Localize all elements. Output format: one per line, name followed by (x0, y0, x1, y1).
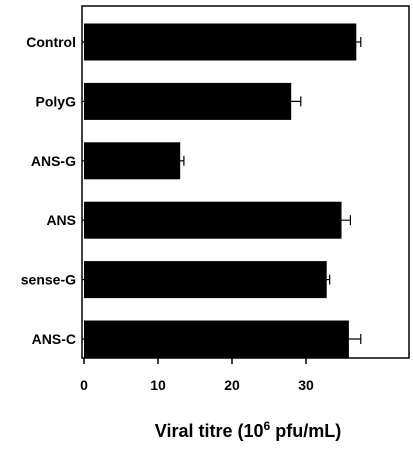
x-axis-title-prefix: Viral titre (10 (155, 421, 264, 441)
bars-layer (84, 23, 362, 358)
bar-ans-g (84, 142, 181, 180)
category-labels: Control PolyG ANS-G ANS sense-G ANS-C (21, 34, 76, 347)
category-label-polyg: PolyG (36, 93, 77, 109)
bar-control (84, 23, 357, 61)
x-axis-title-superscript: 6 (264, 419, 271, 433)
x-axis-title-suffix: pfu/mL) (270, 421, 341, 441)
plot-frame (81, 5, 410, 359)
category-label-ans-c: ANS-C (32, 331, 76, 347)
bar-ans (84, 201, 342, 239)
x-axis-title: Viral titre (106 pfu/mL) (155, 419, 341, 441)
x-axis-ticks: 0 10 20 30 (80, 41, 314, 393)
x-tick-label-10: 10 (150, 377, 166, 393)
x-tick-label-0: 0 (80, 377, 88, 393)
x-tick-label-20: 20 (224, 377, 240, 393)
x-tick-label-30: 30 (298, 377, 314, 393)
category-label-control: Control (26, 34, 76, 50)
bar-sense-g (84, 261, 327, 299)
bar-polyg (84, 82, 292, 120)
category-label-ans-g: ANS-G (31, 153, 76, 169)
bar-ans-c (84, 320, 349, 358)
category-label-sense-g: sense-G (21, 272, 76, 288)
category-label-ans: ANS (46, 212, 76, 228)
